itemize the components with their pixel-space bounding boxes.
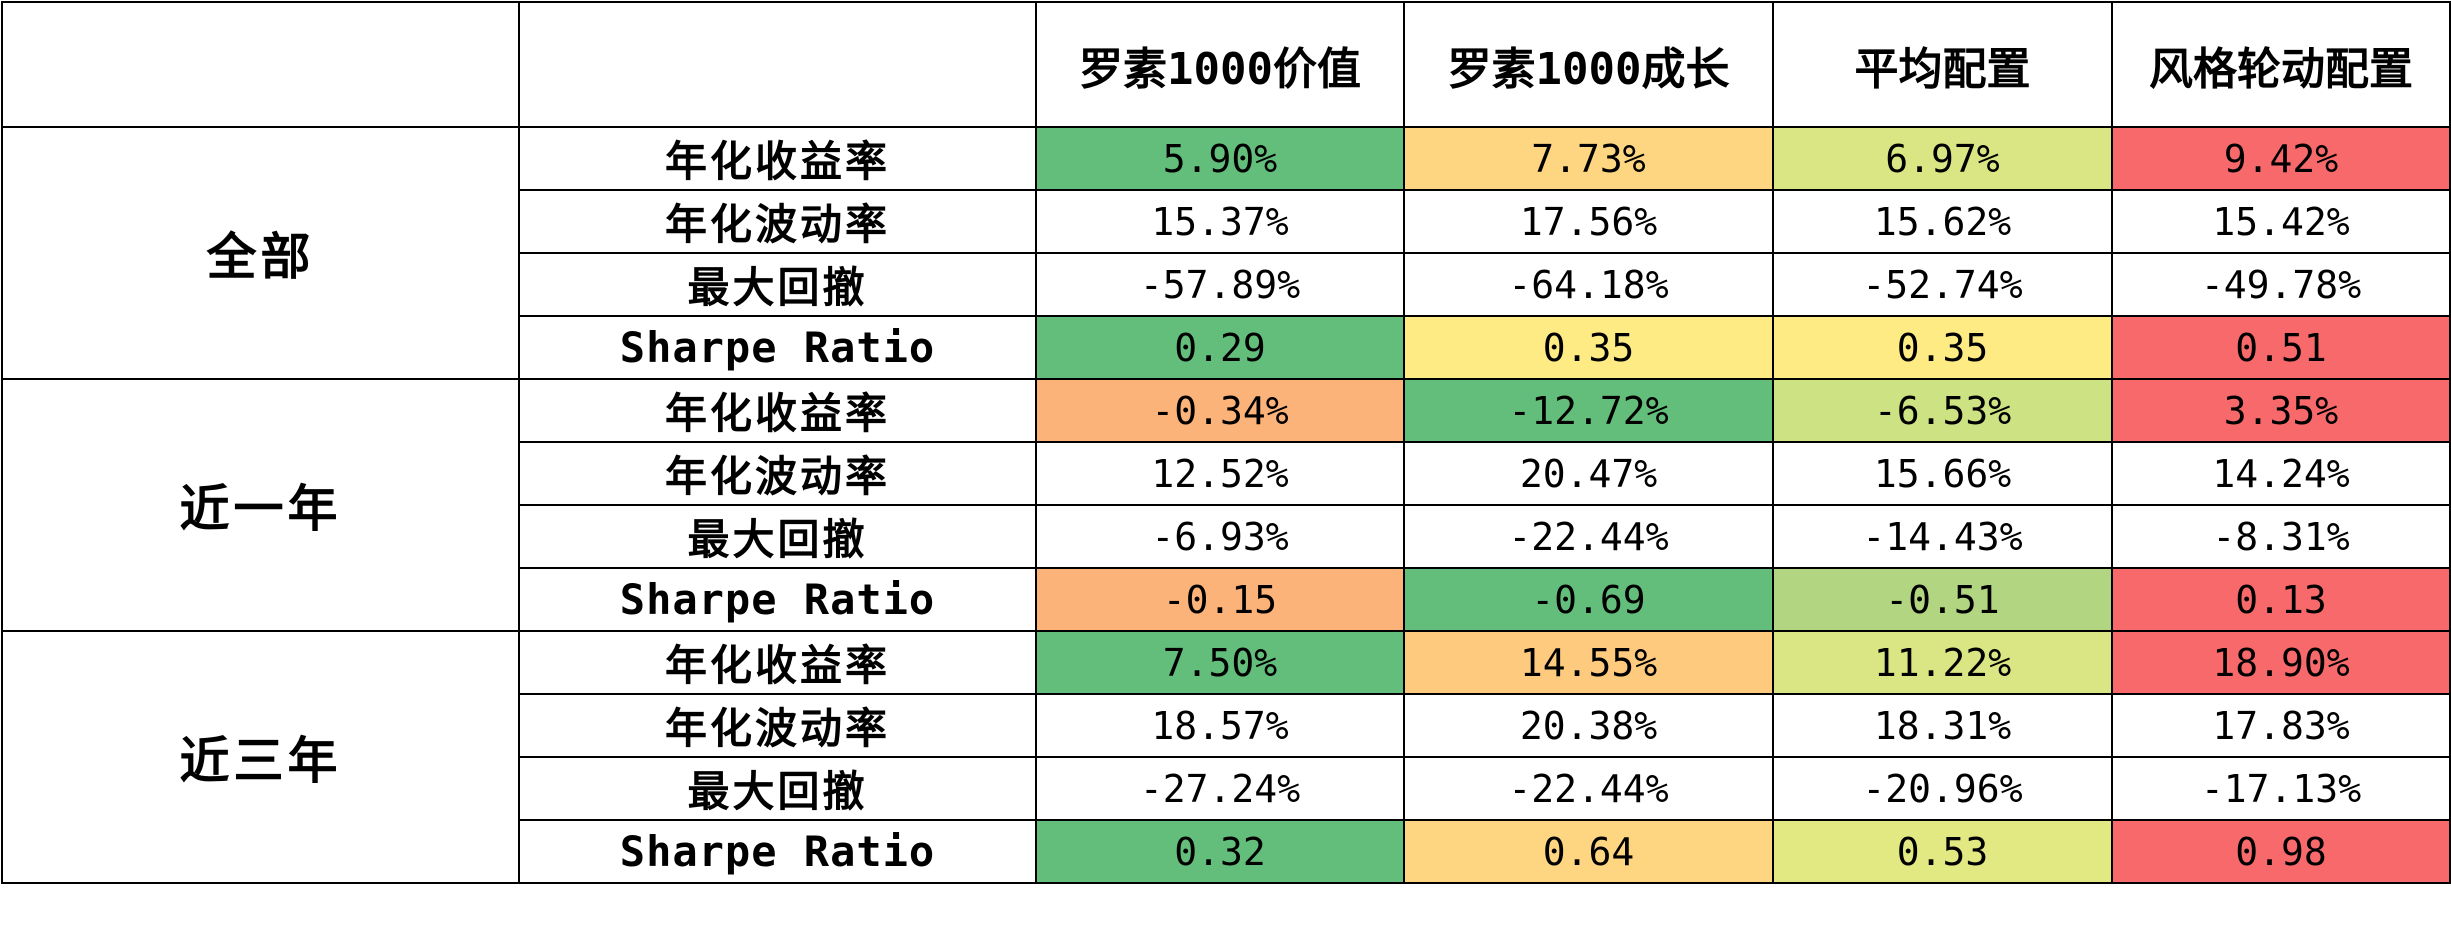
- metric-header-cell: [518, 1, 1037, 128]
- value-cell: 0.64: [1403, 819, 1774, 884]
- value-cell: 18.57%: [1035, 693, 1405, 758]
- column-header-russell-1000-growth: 罗素1000成长: [1403, 1, 1774, 128]
- table-row: Sharpe Ratio 0.32 0.64 0.53 0.98: [2, 819, 2451, 884]
- value-cell: -64.18%: [1403, 252, 1774, 317]
- value-cell: 11.22%: [1772, 630, 2113, 695]
- value-cell: 18.90%: [2111, 630, 2451, 695]
- value-cell: -0.69: [1403, 567, 1774, 632]
- value-cell: 0.13: [2111, 567, 2451, 632]
- value-cell: 0.35: [1772, 315, 2113, 380]
- column-header-russell-1000-value: 罗素1000价值: [1035, 1, 1405, 128]
- metric-label-max-drawdown: 最大回撤: [518, 252, 1037, 317]
- value-cell: -27.24%: [1035, 756, 1405, 821]
- header-row: 罗素1000价值 罗素1000成长 平均配置 风格轮动配置: [1, 1, 2451, 128]
- metric-label-annual-return: 年化收益率: [518, 378, 1037, 443]
- metric-label-max-drawdown: 最大回撤: [518, 756, 1037, 821]
- table-row: 最大回撤 -27.24% -22.44% -20.96% -17.13%: [2, 756, 2451, 821]
- value-cell: -6.53%: [1772, 378, 2113, 443]
- value-cell: -0.51: [1772, 567, 2113, 632]
- table-row: 最大回撤 -6.93% -22.44% -14.43% -8.31%: [2, 504, 2451, 569]
- column-header-style-rotation: 风格轮动配置: [2111, 1, 2451, 128]
- value-cell: 14.55%: [1403, 630, 1774, 695]
- table-row: Sharpe Ratio 0.29 0.35 0.35 0.51: [2, 315, 2451, 380]
- table-header: 罗素1000价值 罗素1000成长 平均配置 风格轮动配置: [1, 1, 2451, 128]
- value-cell: -57.89%: [1035, 252, 1405, 317]
- metric-label-annual-volatility: 年化波动率: [518, 693, 1037, 758]
- value-cell: 15.42%: [2111, 189, 2451, 254]
- value-cell: -6.93%: [1035, 504, 1405, 569]
- value-cell: 15.62%: [1772, 189, 2113, 254]
- value-cell: 7.73%: [1403, 126, 1774, 191]
- table-row: 年化波动率 15.37% 17.56% 15.62% 15.42%: [2, 189, 2451, 254]
- value-cell: 3.35%: [2111, 378, 2451, 443]
- value-cell: 7.50%: [1035, 630, 1405, 695]
- value-cell: -49.78%: [2111, 252, 2451, 317]
- value-cell: -0.34%: [1035, 378, 1405, 443]
- group-label-last-3-years: 近三年: [1, 630, 520, 884]
- table-row: 近一年 年化收益率 -0.34% -12.72% -6.53% 3.35%: [1, 378, 2451, 632]
- group-label-last-1-year: 近一年: [1, 378, 520, 632]
- value-cell: 9.42%: [2111, 126, 2451, 191]
- value-cell: -22.44%: [1403, 756, 1774, 821]
- metric-label-annual-return: 年化收益率: [518, 126, 1037, 191]
- value-cell: 0.32: [1035, 819, 1405, 884]
- value-cell: 0.53: [1772, 819, 2113, 884]
- value-cell: 0.98: [2111, 819, 2451, 884]
- value-cell: 0.29: [1035, 315, 1405, 380]
- value-cell: -0.15: [1035, 567, 1405, 632]
- metric-label-annual-return: 年化收益率: [518, 630, 1037, 695]
- value-cell: -52.74%: [1772, 252, 2113, 317]
- corner-header-cell: [1, 1, 520, 128]
- metric-label-annual-volatility: 年化波动率: [518, 189, 1037, 254]
- value-cell: 18.31%: [1772, 693, 2113, 758]
- metric-label-sharpe-ratio: Sharpe Ratio: [518, 567, 1037, 632]
- metric-label-annual-volatility: 年化波动率: [518, 441, 1037, 506]
- value-cell: 5.90%: [1035, 126, 1405, 191]
- table-body: 全部 年化收益率 5.90% 7.73% 6.97% 9.42% 年化波动率 15.37% 17…: [1, 126, 2451, 884]
- value-cell: 17.56%: [1403, 189, 1774, 254]
- group-label-all-period: 全部: [1, 126, 520, 380]
- table-row: 近三年 年化收益率 7.50% 14.55% 11.22% 18.90%: [1, 630, 2451, 884]
- value-cell: -17.13%: [2111, 756, 2451, 821]
- table-row: 最大回撤 -57.89% -64.18% -52.74% -49.78%: [2, 252, 2451, 317]
- table-row: 年化波动率 18.57% 20.38% 18.31% 17.83%: [2, 693, 2451, 758]
- value-cell: 0.51: [2111, 315, 2451, 380]
- value-cell: -12.72%: [1403, 378, 1774, 443]
- value-cell: 15.37%: [1035, 189, 1405, 254]
- column-header-equal-weight: 平均配置: [1772, 1, 2113, 128]
- value-cell: 20.38%: [1403, 693, 1774, 758]
- value-cell: -20.96%: [1772, 756, 2113, 821]
- value-cell: -8.31%: [2111, 504, 2451, 569]
- value-cell: -22.44%: [1403, 504, 1774, 569]
- value-cell: 12.52%: [1035, 441, 1405, 506]
- metric-label-sharpe-ratio: Sharpe Ratio: [518, 315, 1037, 380]
- table-row: 全部 年化收益率 5.90% 7.73% 6.97% 9.42%: [1, 126, 2451, 380]
- value-cell: 14.24%: [2111, 441, 2451, 506]
- table-row: 年化波动率 12.52% 20.47% 15.66% 14.24%: [2, 441, 2451, 506]
- table-row: Sharpe Ratio -0.15 -0.69 -0.51 0.13: [2, 567, 2451, 632]
- value-cell: 15.66%: [1772, 441, 2113, 506]
- metric-label-max-drawdown: 最大回撤: [518, 504, 1037, 569]
- metric-label-sharpe-ratio: Sharpe Ratio: [518, 819, 1037, 884]
- value-cell: 0.35: [1403, 315, 1774, 380]
- value-cell: -14.43%: [1772, 504, 2113, 569]
- performance-table: 罗素1000价值 罗素1000成长 平均配置 风格轮动配置 全部 年化收益率 5.9…: [1, 1, 2451, 884]
- value-cell: 20.47%: [1403, 441, 1774, 506]
- value-cell: 17.83%: [2111, 693, 2451, 758]
- value-cell: 6.97%: [1772, 126, 2113, 191]
